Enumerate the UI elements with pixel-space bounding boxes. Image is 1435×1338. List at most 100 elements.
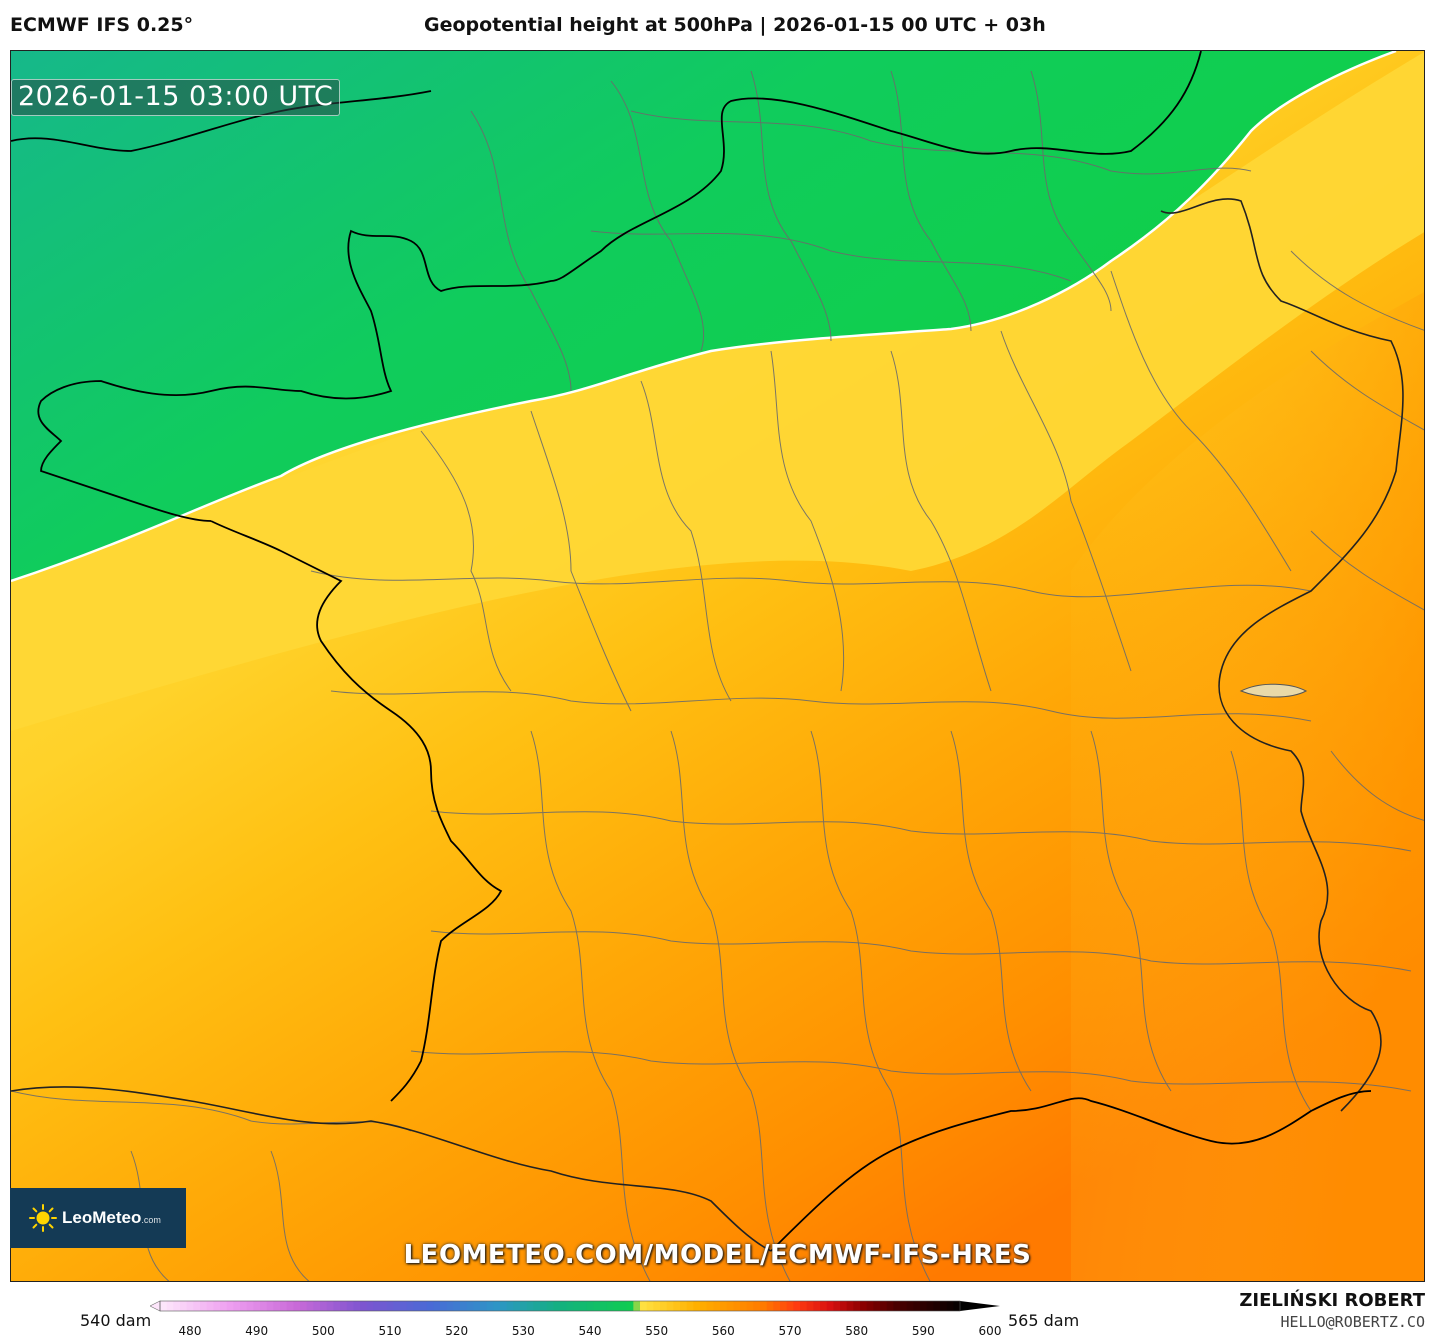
colorbar-segment — [873, 1301, 881, 1311]
author-email[interactable]: HELLO@ROBERTZ.CO — [1280, 1313, 1426, 1331]
colorbar-segment — [313, 1301, 321, 1311]
colorbar-tick-label: 530 — [511, 1324, 535, 1338]
colorbar-segment — [280, 1301, 288, 1311]
colorbar-segment — [720, 1301, 728, 1311]
colorbar-segment — [260, 1301, 268, 1311]
colorbar-segment — [326, 1301, 334, 1311]
colorbar-max-arrow — [960, 1301, 1000, 1311]
colorbar-ticks: 480 490 500 510 520 530 540 550 560 570 580 590 600 — [150, 1324, 1002, 1338]
colorbar-segment — [246, 1301, 254, 1311]
colorbar-segment — [560, 1301, 568, 1311]
colorbar-segment — [286, 1301, 294, 1311]
colorbar-tick-label: 480 — [178, 1324, 202, 1338]
colorbar-segment — [673, 1301, 681, 1311]
colorbar-segment — [420, 1301, 428, 1311]
colorbar-segment — [453, 1301, 461, 1311]
colorbar-segment — [500, 1301, 508, 1311]
colorbar-segment — [746, 1301, 754, 1311]
colorbar-segment — [753, 1301, 761, 1311]
sun-icon — [28, 1203, 58, 1233]
colorbar-min-arrow — [150, 1300, 161, 1312]
colorbar-segment — [726, 1301, 734, 1311]
colorbar-segment — [213, 1301, 221, 1311]
colorbar-segment — [740, 1301, 748, 1311]
colorbar-segment — [646, 1301, 654, 1311]
colorbar-segment — [820, 1301, 828, 1311]
colorbar-segment — [893, 1301, 901, 1311]
lake-geneva — [1239, 683, 1308, 698]
colorbar-tick-label: 550 — [645, 1324, 669, 1338]
colorbar-segment — [400, 1301, 408, 1311]
valid-time-badge: 2026-01-15 03:00 UTC — [11, 79, 341, 116]
colorbar-segment — [373, 1301, 381, 1311]
author-name: ZIELIŃSKI ROBERT — [1239, 1290, 1425, 1311]
colorbar-tick-label: 520 — [445, 1324, 469, 1338]
colorbar-segment — [946, 1301, 954, 1311]
colorbar-segment — [366, 1301, 374, 1311]
colorbar-segment — [293, 1301, 301, 1311]
colorbar-segment — [900, 1301, 908, 1311]
colorbar-segment — [606, 1301, 614, 1311]
colorbar-segment — [460, 1301, 468, 1311]
colorbar-segment — [613, 1301, 621, 1311]
colorbar-segment — [266, 1301, 274, 1311]
logo-suffix: .com — [141, 1215, 161, 1225]
colorbar-segment — [953, 1301, 961, 1311]
map-canvas: 2026-01-15 03:00 UTC — [10, 50, 1425, 1282]
colorbar-segment — [880, 1301, 888, 1311]
colorbar-segment — [193, 1301, 201, 1311]
colorbar-segment — [660, 1301, 668, 1311]
colorbar-segment — [480, 1301, 488, 1311]
colorbar-tick-label: 600 — [978, 1324, 1002, 1338]
colorbar-segment — [586, 1301, 594, 1311]
colorbar-segment — [640, 1301, 648, 1311]
colorbar-segment — [426, 1301, 434, 1311]
logo-wordmark: LeoMeteo.com — [62, 1208, 161, 1228]
colorbar-segment — [526, 1301, 534, 1311]
colorbar-segment — [653, 1301, 661, 1311]
colorbar-segment — [180, 1301, 188, 1311]
colorbar-segment — [773, 1301, 781, 1311]
colorbar-segment — [813, 1301, 821, 1311]
colorbar-segment — [860, 1301, 868, 1311]
colorbar-segment — [540, 1301, 548, 1311]
colorbar-segment — [186, 1301, 194, 1311]
colorbar-segment — [320, 1301, 328, 1311]
colorbar-segment — [600, 1301, 608, 1311]
colorbar-segment — [666, 1301, 674, 1311]
colorbar-segment — [780, 1301, 788, 1311]
colorbar-segment — [566, 1301, 574, 1311]
leometeo-logo[interactable]: LeoMeteo.com — [10, 1188, 186, 1248]
colorbar-segment — [840, 1301, 848, 1311]
colorbar-segment — [700, 1301, 708, 1311]
colorbar-segment — [346, 1301, 354, 1311]
colorbar-segment — [766, 1301, 774, 1311]
colorbar-segment — [226, 1301, 234, 1311]
colorbar-segment — [160, 1301, 168, 1311]
colorbar-segment — [513, 1301, 521, 1311]
colorbar-segment — [886, 1301, 894, 1311]
colorbar-tick-label: 500 — [311, 1324, 335, 1338]
source-url[interactable]: LEOMETEO.COM/MODEL/ECMWF-IFS-HRES — [403, 1240, 1032, 1270]
colorbar-segment — [793, 1301, 801, 1311]
colorbar-segment — [853, 1301, 861, 1311]
colorbar-segment — [693, 1301, 701, 1311]
colorbar-segment — [786, 1301, 794, 1311]
colorbar-segment — [466, 1301, 474, 1311]
colorbar-segment — [433, 1301, 441, 1311]
colorbar-segment — [446, 1301, 454, 1311]
colorbar-tick-label: 570 — [778, 1324, 802, 1338]
yellow-band — [11, 52, 1424, 731]
colorbar-segment — [533, 1301, 541, 1311]
colorbar-tick-label: 540 — [578, 1324, 602, 1338]
colorbar-segment — [686, 1301, 694, 1311]
logo-text: LeoMeteo — [62, 1208, 142, 1227]
colorbar-segment — [826, 1301, 834, 1311]
colorbar-segment — [506, 1301, 514, 1311]
colorbar-segment — [253, 1301, 261, 1311]
national-borders — [11, 198, 1404, 1252]
coastlines — [11, 51, 1372, 1252]
colorbar-segment — [240, 1301, 248, 1311]
colorbar-segment — [706, 1301, 714, 1311]
colorbar-segment — [520, 1301, 528, 1311]
